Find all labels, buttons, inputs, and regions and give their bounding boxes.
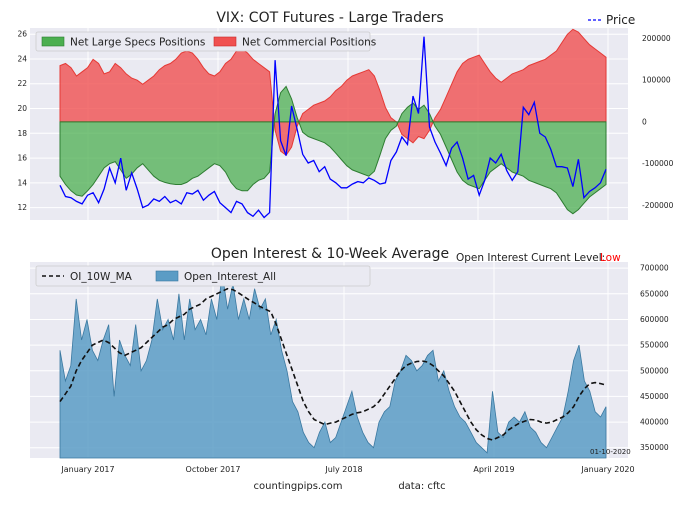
- bottom-right-tick-label: 550000: [640, 341, 669, 350]
- footer-data-source: data: cftc: [398, 481, 445, 492]
- top-axis-ticks: 12 14 16 18 20 22 24 26 200000 100000 0 -100000 -200…: [17, 30, 673, 212]
- date-annotation: 01-10-2020: [590, 448, 631, 456]
- top-position-areas: [59, 28, 607, 215]
- top-left-tick-label: 24: [17, 54, 27, 63]
- top-price-line: [59, 36, 607, 219]
- oi-status-value: Low: [600, 252, 621, 264]
- top-right-tick-label: -200000: [642, 201, 674, 210]
- bottom-legend-box: [35, 265, 371, 287]
- bottom-x-tick-label: July 2018: [324, 465, 362, 474]
- bottom-axis-ticks: 350000 400000 450000 500000 550000 600000 6500…: [60, 264, 668, 474]
- top-legend-box: [35, 31, 371, 52]
- bottom-right-tick-label: 600000: [640, 315, 669, 324]
- oi-legend-swatch: [155, 270, 179, 282]
- top-left-tick-label: 14: [17, 178, 27, 187]
- open-interest-fill: [59, 273, 607, 459]
- bottom-right-tick-label: 350000: [640, 443, 669, 452]
- top-left-tick-label: 22: [17, 79, 27, 88]
- top-left-tick-label: 26: [17, 30, 27, 39]
- bottom-right-tick-label: 400000: [640, 418, 669, 427]
- specs-legend-label: Net Large Specs Positions: [70, 37, 205, 49]
- oi-ma-line: [59, 287, 607, 441]
- top-right-tick-label: -100000: [642, 159, 674, 168]
- oi-legend-label: Open_Interest_All: [184, 271, 276, 283]
- bottom-x-tick-label: January 2017: [60, 465, 114, 474]
- oi-moving-average-line: [59, 287, 607, 441]
- price-line: [59, 36, 607, 219]
- top-left-tick-label: 18: [17, 129, 27, 138]
- specs-positions-area: [59, 85, 607, 215]
- price-legend-label: Price: [606, 13, 635, 27]
- specs-legend-swatch: [41, 36, 65, 47]
- top-right-tick-label: 100000: [642, 76, 671, 85]
- bottom-right-tick-label: 650000: [640, 289, 669, 298]
- top-left-tick-label: 16: [17, 154, 27, 163]
- bottom-right-tick-label: 500000: [640, 366, 669, 375]
- oi-status-label: Open Interest Current Level:: [456, 252, 605, 264]
- top-right-tick-label: 0: [642, 117, 647, 126]
- commercial-legend-label: Net Commercial Positions: [242, 37, 376, 49]
- bottom-x-tick-label: April 2019: [473, 465, 514, 474]
- top-chart-title: VIX: COT Futures - Large Traders: [216, 10, 443, 26]
- top-right-tick-label: 200000: [642, 34, 671, 43]
- bottom-right-tick-label: 450000: [640, 392, 669, 401]
- bottom-x-tick-label: January 2020: [580, 465, 634, 474]
- bottom-chart-title: Open Interest & 10-Week Average: [211, 246, 449, 262]
- open-interest-area: [59, 273, 607, 459]
- ma-legend-label: OI_10W_MA: [70, 271, 133, 283]
- bottom-x-tick-label: October 2017: [186, 465, 241, 474]
- top-left-tick-label: 20: [17, 104, 27, 113]
- top-left-tick-label: 12: [17, 203, 27, 212]
- bottom-right-tick-label: 700000: [640, 264, 669, 273]
- commercial-legend-swatch: [213, 36, 237, 47]
- footer-source-site: countingpips.com: [254, 481, 343, 492]
- commercial-positions-area: [59, 28, 607, 157]
